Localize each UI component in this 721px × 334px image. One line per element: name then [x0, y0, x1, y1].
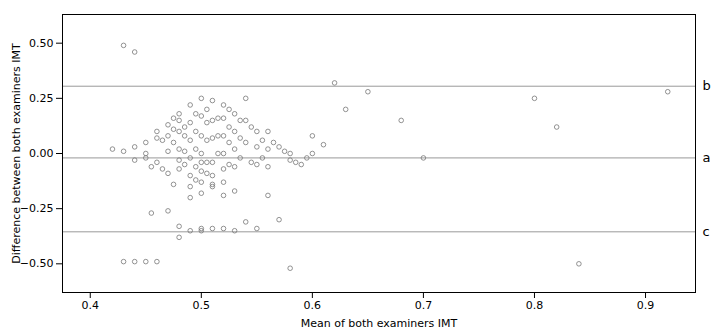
svg-text:c: c: [703, 224, 710, 239]
svg-text:0.8: 0.8: [526, 299, 544, 312]
svg-text:0.9: 0.9: [637, 299, 655, 312]
svg-text:0.4: 0.4: [82, 299, 100, 312]
svg-text:a: a: [703, 150, 711, 165]
svg-text:−0.50: −0.50: [20, 257, 54, 270]
svg-text:0.6: 0.6: [304, 299, 322, 312]
svg-text:Difference between both examin: Difference between both examiners IMT: [10, 43, 23, 264]
svg-text:0.00: 0.00: [29, 147, 54, 160]
svg-text:−0.25: −0.25: [20, 202, 54, 215]
svg-text:0.50: 0.50: [29, 37, 54, 50]
svg-text:Mean of both examiners IMT: Mean of both examiners IMT: [301, 317, 458, 330]
svg-text:b: b: [703, 78, 711, 93]
svg-text:0.25: 0.25: [29, 92, 54, 105]
svg-text:0.7: 0.7: [415, 299, 433, 312]
svg-text:0.5: 0.5: [193, 299, 211, 312]
